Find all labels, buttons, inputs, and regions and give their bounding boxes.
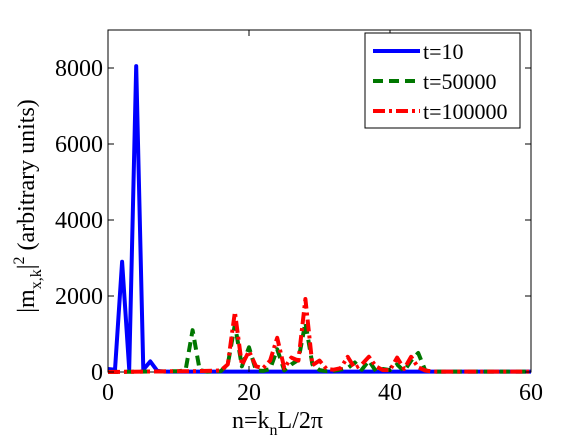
x-tick-label: 60 [519, 380, 543, 406]
y-tick-label: 8000 [55, 56, 103, 82]
x-tick-label: 40 [378, 380, 402, 406]
y-tick-label: 0 [91, 360, 103, 386]
tick-layer: 0 20 40 60 0 2000 4000 6000 8000 [55, 30, 543, 406]
y-axis-label: |mx,k|2 (arbitrary units) [11, 99, 45, 313]
y-tick-label: 4000 [55, 208, 103, 234]
x-tick-label: 0 [102, 380, 114, 406]
x-tick-label: 20 [237, 380, 261, 406]
legend-label: t=50000 [423, 69, 497, 94]
legend-label: t=100000 [423, 99, 508, 124]
y-tick-label: 6000 [55, 132, 103, 158]
series-line-3 [107, 297, 531, 374]
legend: t=10 t=50000 t=100000 [364, 32, 521, 129]
y-tick-label: 2000 [55, 284, 103, 310]
legend-label: t=10 [423, 39, 464, 64]
x-axis-label: n=knL/2π [232, 408, 323, 439]
series-layer [107, 64, 531, 374]
